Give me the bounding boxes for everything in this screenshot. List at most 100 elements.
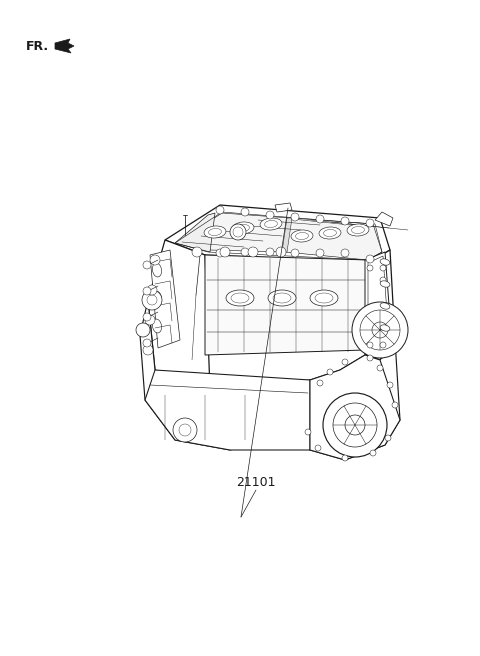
Circle shape [333, 403, 377, 447]
Circle shape [317, 380, 323, 386]
Polygon shape [145, 370, 310, 450]
Circle shape [380, 265, 386, 271]
Circle shape [367, 265, 373, 271]
Polygon shape [148, 240, 210, 390]
Circle shape [143, 339, 151, 347]
Ellipse shape [237, 224, 250, 232]
Polygon shape [140, 300, 310, 450]
Circle shape [327, 369, 333, 375]
Ellipse shape [351, 226, 364, 234]
Circle shape [143, 287, 151, 295]
Polygon shape [178, 213, 290, 252]
Ellipse shape [319, 227, 341, 239]
Polygon shape [375, 212, 393, 226]
Circle shape [377, 365, 383, 371]
Circle shape [385, 435, 391, 441]
Circle shape [216, 206, 224, 214]
Circle shape [305, 429, 311, 435]
Ellipse shape [264, 220, 277, 228]
Circle shape [342, 455, 348, 461]
Ellipse shape [310, 290, 338, 306]
Polygon shape [55, 39, 74, 53]
Polygon shape [365, 252, 392, 358]
Circle shape [380, 342, 386, 348]
Circle shape [241, 208, 249, 216]
Circle shape [341, 217, 349, 225]
Circle shape [179, 424, 191, 436]
Ellipse shape [153, 291, 162, 305]
Circle shape [216, 249, 224, 257]
Ellipse shape [380, 303, 390, 309]
Ellipse shape [268, 290, 296, 306]
Circle shape [380, 277, 386, 283]
Polygon shape [205, 255, 368, 355]
Ellipse shape [380, 259, 390, 265]
Circle shape [323, 393, 387, 457]
Circle shape [233, 227, 243, 237]
Polygon shape [282, 218, 292, 252]
Polygon shape [150, 250, 180, 348]
Ellipse shape [347, 224, 369, 236]
Circle shape [192, 247, 202, 257]
Circle shape [147, 295, 157, 305]
Circle shape [147, 285, 157, 295]
Ellipse shape [231, 293, 249, 303]
Ellipse shape [204, 226, 226, 238]
Circle shape [360, 310, 400, 350]
Circle shape [367, 342, 373, 348]
Circle shape [392, 402, 398, 408]
Circle shape [366, 219, 374, 227]
Circle shape [142, 290, 162, 310]
Polygon shape [310, 355, 400, 460]
Ellipse shape [260, 218, 282, 230]
Circle shape [315, 445, 321, 451]
Circle shape [291, 213, 299, 221]
Ellipse shape [296, 232, 309, 239]
Circle shape [136, 323, 150, 337]
Circle shape [316, 249, 324, 257]
Circle shape [372, 322, 388, 338]
Circle shape [387, 382, 393, 388]
Polygon shape [285, 218, 382, 260]
Circle shape [367, 355, 373, 361]
Polygon shape [165, 205, 390, 262]
Circle shape [143, 261, 151, 269]
Circle shape [241, 248, 249, 256]
Polygon shape [175, 213, 215, 252]
Ellipse shape [291, 230, 313, 242]
Circle shape [342, 359, 348, 365]
Circle shape [248, 247, 258, 257]
Circle shape [370, 450, 376, 456]
Circle shape [266, 211, 274, 219]
Circle shape [345, 415, 365, 435]
Ellipse shape [208, 228, 221, 236]
Circle shape [352, 302, 408, 358]
Circle shape [316, 215, 324, 223]
Text: 21101: 21101 [236, 476, 276, 489]
Circle shape [143, 345, 153, 355]
Polygon shape [365, 250, 395, 360]
Ellipse shape [232, 222, 254, 234]
Polygon shape [295, 340, 400, 460]
Ellipse shape [324, 230, 336, 237]
Circle shape [143, 313, 151, 321]
Circle shape [150, 255, 160, 265]
Circle shape [366, 255, 374, 263]
Circle shape [276, 247, 286, 257]
Ellipse shape [380, 325, 390, 331]
Ellipse shape [315, 293, 333, 303]
Ellipse shape [226, 290, 254, 306]
Circle shape [341, 249, 349, 257]
Circle shape [230, 224, 246, 240]
Circle shape [173, 418, 197, 442]
Circle shape [291, 249, 299, 257]
Polygon shape [275, 203, 292, 212]
Circle shape [145, 315, 155, 325]
Circle shape [220, 247, 230, 257]
Circle shape [266, 248, 274, 256]
Ellipse shape [380, 281, 390, 287]
Text: FR.: FR. [26, 41, 49, 54]
Ellipse shape [273, 293, 291, 303]
Ellipse shape [153, 319, 162, 333]
Ellipse shape [153, 263, 162, 277]
